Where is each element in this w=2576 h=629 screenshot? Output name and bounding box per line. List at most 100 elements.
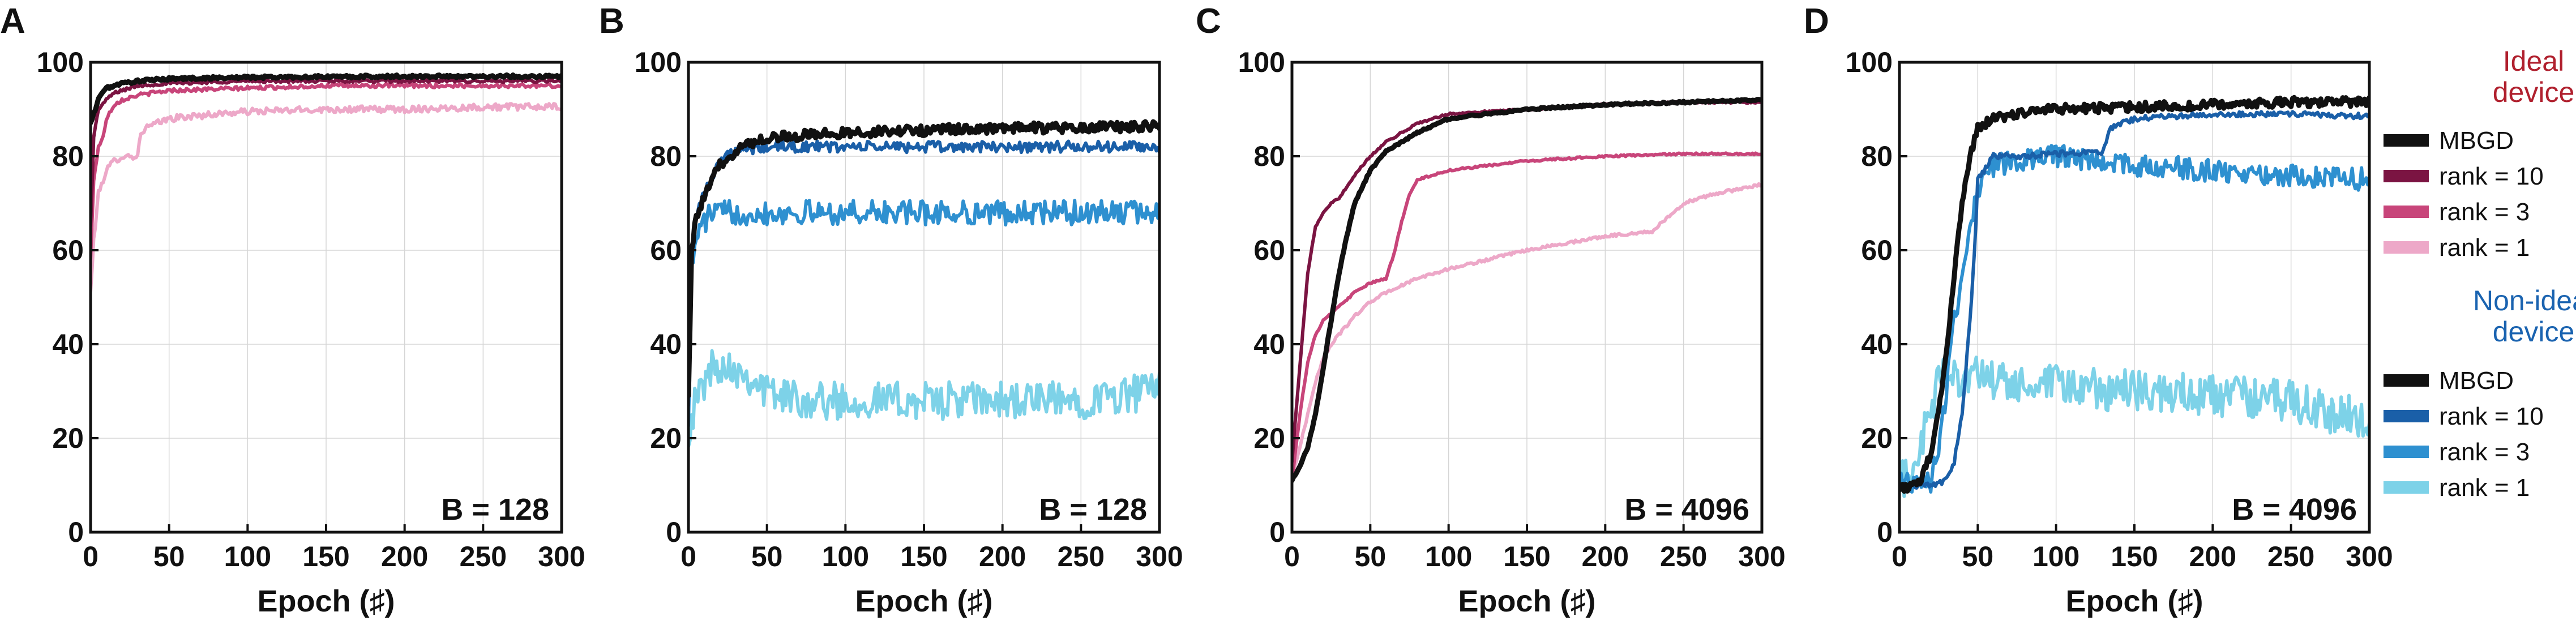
x-tick-label: 50 xyxy=(153,541,185,572)
legend-label: MBGD xyxy=(2439,367,2514,395)
x-tick-label: 50 xyxy=(1355,541,1387,572)
panel-d: D 0 50 100 150 200 250 300 0 20 40 60 80 100 B = 409… xyxy=(1804,2,2393,618)
x-tick-label: 100 xyxy=(224,541,271,572)
x-tick-label: 200 xyxy=(1582,541,1629,572)
x-axis-label-d: Epoch (♯) xyxy=(2066,584,2203,618)
series-line-mbgd xyxy=(1292,97,1762,483)
series-line-rank3 xyxy=(91,82,562,261)
series-line-mbgd xyxy=(91,72,562,126)
y-tick-label: 40 xyxy=(650,328,682,360)
x-tick-label: 250 xyxy=(1660,541,1707,572)
y-tick-label: 100 xyxy=(1238,46,1285,78)
legend-title-ideal-line2: device xyxy=(2493,76,2575,108)
x-tick-label: 0 xyxy=(83,541,99,572)
x-tick-label: 150 xyxy=(302,541,349,572)
x-tick-label: 0 xyxy=(1284,541,1300,572)
batch-size-annotation-d: B = 4096 xyxy=(2232,493,2357,527)
x-axis-label-c: Epoch (♯) xyxy=(1458,584,1596,618)
y-tick-label: 80 xyxy=(1253,140,1285,172)
y-tick-label: 20 xyxy=(1861,422,1893,454)
series-line-rank3 xyxy=(1292,151,1762,482)
legend-label: rank = 1 xyxy=(2439,474,2530,502)
panel-c: C 0 50 100 150 200 250 300 0 20 40 60 80 100 B = 409… xyxy=(1196,2,1786,618)
x-tick-label: 250 xyxy=(2267,541,2314,572)
y-tick-label: 0 xyxy=(1269,516,1285,548)
panel-letter-b: B xyxy=(599,2,624,41)
y-tick-label: 100 xyxy=(37,46,84,78)
x-tick-label: 0 xyxy=(681,541,696,572)
y-tick-label: 40 xyxy=(52,328,84,360)
series-line-rank1 xyxy=(1292,182,1762,478)
panel-letter-d: D xyxy=(1804,2,1829,41)
y-tick-label: 80 xyxy=(650,140,682,172)
x-tick-label: 150 xyxy=(1503,541,1550,572)
y-tick-label: 100 xyxy=(1846,46,1893,78)
y-tick-label: 40 xyxy=(1861,328,1893,360)
legend-title-nonideal-line1: Non-ideal xyxy=(2473,285,2576,316)
y-tick-label: 80 xyxy=(1861,140,1893,172)
x-axis-label-b: Epoch (♯) xyxy=(855,584,993,618)
batch-size-annotation-b: B = 128 xyxy=(1039,493,1147,527)
x-tick-label: 300 xyxy=(538,541,585,572)
x-tick-label: 100 xyxy=(1425,541,1472,572)
x-tick-label: 300 xyxy=(1738,541,1785,572)
series-line-rank3 xyxy=(688,199,1159,428)
x-tick-label: 50 xyxy=(1962,541,1994,572)
y-tick-label: 60 xyxy=(650,234,682,266)
y-tick-label: 40 xyxy=(1253,328,1285,360)
plot-area-d: 0 50 100 150 200 250 300 0 20 40 60 80 100 xyxy=(1846,46,2393,572)
batch-size-annotation-a: B = 128 xyxy=(441,493,549,527)
y-tick-label: 60 xyxy=(1253,234,1285,266)
y-tick-label: 20 xyxy=(650,422,682,454)
series-line-rank10 xyxy=(91,78,562,228)
panel-letter-c: C xyxy=(1196,2,1221,41)
legend-label: MBGD xyxy=(2439,127,2514,155)
legend-ideal-entries: MBGD rank = 10 rank = 3 rank = 1 xyxy=(2384,127,2544,262)
y-tick-label: 80 xyxy=(52,140,84,172)
panel-a: A 0 50 100 150 200 250 300 0 20 40 60 80 100 B = 128… xyxy=(0,2,585,618)
legend-label: rank = 1 xyxy=(2439,234,2530,262)
y-tick-label: 0 xyxy=(1877,516,1893,548)
plot-area-c: 0 50 100 150 200 250 300 0 20 40 60 80 100 xyxy=(1238,46,1786,572)
y-tick-label: 0 xyxy=(666,516,682,548)
x-tick-label: 100 xyxy=(2032,541,2079,572)
x-tick-label: 250 xyxy=(1058,541,1105,572)
x-tick-label: 0 xyxy=(1892,541,1907,572)
series-line-rank1 xyxy=(1899,356,2369,498)
x-tick-label: 200 xyxy=(381,541,428,572)
y-tick-label: 0 xyxy=(68,516,84,548)
x-tick-label: 50 xyxy=(751,541,783,572)
y-tick-label: 60 xyxy=(52,234,84,266)
x-axis-label-a: Epoch (♯) xyxy=(258,584,395,618)
x-tick-label: 100 xyxy=(822,541,869,572)
x-tick-label: 200 xyxy=(979,541,1026,572)
x-tick-label: 250 xyxy=(460,541,507,572)
series-line-mbgd xyxy=(1899,95,2369,494)
y-tick-label: 60 xyxy=(1861,234,1893,266)
panel-letter-a: A xyxy=(0,2,25,41)
legend-title-nonideal-line2: device xyxy=(2493,316,2575,348)
plot-area-b: 0 50 100 150 200 250 300 0 20 40 60 80 100 xyxy=(635,46,1183,572)
x-tick-label: 300 xyxy=(1136,541,1183,572)
batch-size-annotation-c: B = 4096 xyxy=(1624,493,1749,527)
x-tick-label: 300 xyxy=(2346,541,2393,572)
legend-nonideal-entries: MBGD rank = 10 rank = 3 rank = 1 xyxy=(2384,367,2544,502)
x-tick-label: 150 xyxy=(2111,541,2158,572)
y-tick-label: 20 xyxy=(1253,422,1285,454)
legend: Ideal device MBGD rank = 10 rank = 3 rank =… xyxy=(2384,45,2576,502)
series-line-mbgd xyxy=(688,119,1159,399)
x-tick-label: 200 xyxy=(2189,541,2236,572)
legend-label: rank = 10 xyxy=(2439,162,2544,190)
series-line-rank10 xyxy=(1899,110,2369,490)
x-tick-label: 150 xyxy=(900,541,947,572)
series-line-rank1 xyxy=(91,102,562,294)
series-line-rank10 xyxy=(688,139,1159,408)
panel-b: B 0 50 100 150 200 250 300 0 20 40 60 80 100 B = 128… xyxy=(599,2,1183,618)
legend-label: rank = 10 xyxy=(2439,403,2544,430)
legend-label: rank = 3 xyxy=(2439,438,2530,466)
legend-title-ideal-line1: Ideal xyxy=(2503,45,2564,77)
y-tick-label: 100 xyxy=(635,46,682,78)
y-tick-label: 20 xyxy=(52,422,84,454)
series-line-rank1 xyxy=(688,349,1159,448)
